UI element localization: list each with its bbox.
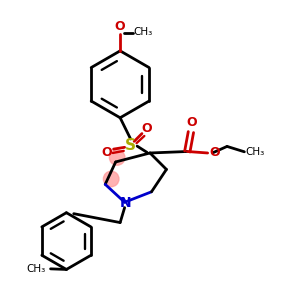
Text: O: O	[115, 20, 125, 33]
Text: CH₃: CH₃	[246, 147, 265, 157]
Text: O: O	[186, 116, 197, 129]
Text: S: S	[125, 138, 136, 153]
Text: CH₃: CH₃	[27, 264, 46, 274]
Text: O: O	[141, 122, 152, 135]
Text: CH₃: CH₃	[134, 27, 153, 37]
Circle shape	[110, 150, 125, 165]
Text: O: O	[102, 146, 112, 159]
Text: O: O	[209, 146, 220, 160]
Text: N: N	[119, 196, 131, 210]
Circle shape	[103, 171, 119, 187]
